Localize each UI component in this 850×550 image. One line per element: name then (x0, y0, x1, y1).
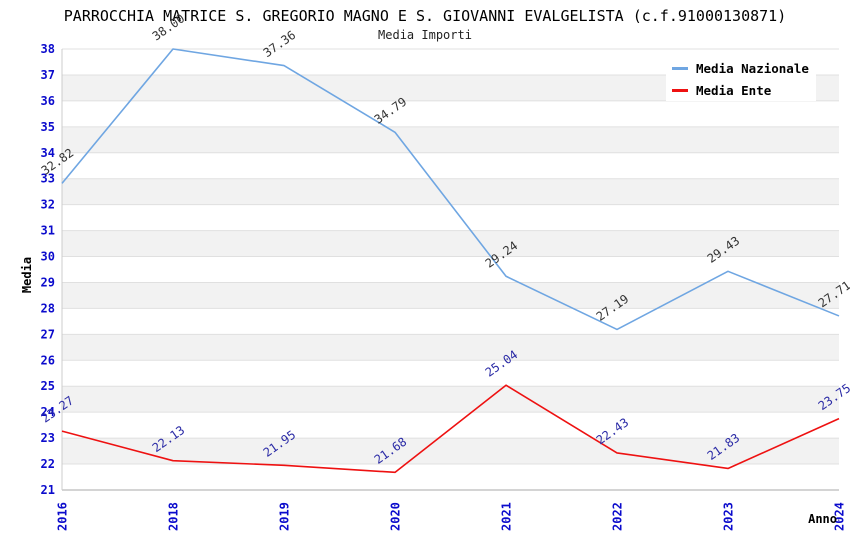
y-tick-label: 34 (41, 146, 55, 160)
x-tick-label: 2019 (278, 502, 292, 531)
media-ente-swatch (672, 88, 688, 92)
data-label: 38.00 (150, 11, 188, 43)
chart-title: PARROCCHIA MATRICE S. GREGORIO MAGNO E S… (63, 7, 787, 25)
chart-subtitle: Media Importi (378, 28, 472, 42)
legend-item-media-nazionale: Media Nazionale (666, 58, 816, 78)
media-ente-line (61, 384, 840, 474)
legend-label-media-ente: Media Ente (696, 82, 772, 98)
y-tick-label: 24 (41, 405, 55, 419)
y-tick-label: 30 (41, 250, 55, 264)
x-tick-label: 2021 (500, 502, 514, 531)
plot-band (62, 126, 839, 153)
data-label: 37.36 (261, 28, 299, 60)
y-tick-label: 37 (41, 68, 55, 82)
y-tick-label: 23 (41, 431, 55, 445)
legend-item-media-ente: Media Ente (666, 80, 816, 100)
x-tick-label: 2023 (722, 502, 736, 531)
legend: Media Nazionale Media Ente (666, 57, 816, 101)
media-nazionale-line (61, 48, 840, 331)
y-tick-label: 32 (41, 198, 55, 212)
plot-band (62, 334, 839, 361)
y-tick-label: 35 (41, 120, 55, 134)
y-tick-label: 27 (41, 327, 55, 341)
plot-band (62, 282, 839, 309)
x-tick-label: 2016 (56, 502, 70, 531)
y-tick-label: 29 (41, 275, 55, 289)
plot-band (62, 438, 839, 465)
x-tick-label: 2022 (611, 502, 625, 531)
x-tick-label: 2024 (833, 502, 847, 531)
plot-band (62, 230, 839, 257)
plot-band (62, 178, 839, 205)
x-axis-label: Anno (808, 512, 837, 526)
y-tick-label: 38 (41, 42, 55, 56)
y-tick-label: 21 (41, 483, 55, 497)
y-tick-label: 26 (41, 353, 55, 367)
media-nazionale-swatch (672, 66, 688, 70)
x-tick-label: 2018 (167, 502, 181, 531)
x-tick-label: 2020 (389, 502, 403, 531)
y-tick-label: 36 (41, 94, 55, 108)
y-tick-label: 22 (41, 457, 55, 471)
legend-label-media-nazionale: Media Nazionale (696, 60, 809, 76)
y-tick-label: 33 (41, 172, 55, 186)
y-tick-label: 31 (41, 224, 55, 238)
plot-band (62, 386, 839, 413)
y-tick-label: 25 (41, 379, 55, 393)
y-tick-label: 28 (41, 301, 55, 315)
